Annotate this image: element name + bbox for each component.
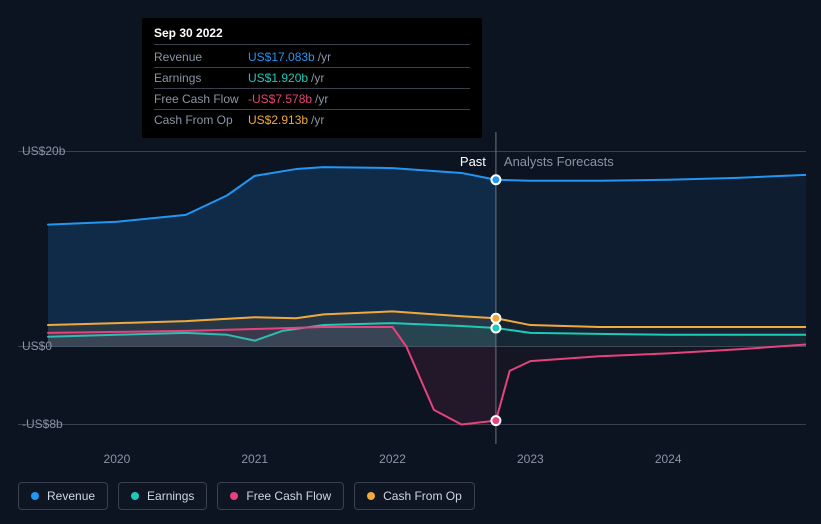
legend-item[interactable]: Earnings [118, 482, 207, 510]
tooltip-row-suffix: /yr [315, 92, 328, 106]
financials-chart[interactable]: Past Analysts Forecasts [18, 132, 806, 444]
tooltip-date: Sep 30 2022 [154, 26, 470, 45]
y-axis-label: -US$8b [22, 417, 63, 431]
hover-tooltip: Sep 30 2022 RevenueUS$17.083b/yrEarnings… [142, 18, 482, 138]
legend-item[interactable]: Cash From Op [354, 482, 475, 510]
legend-dot-icon [367, 492, 375, 500]
x-axis-label: 2020 [104, 452, 131, 466]
tooltip-row-label: Revenue [154, 50, 248, 64]
tooltip-row: EarningsUS$1.920b/yr [154, 68, 470, 89]
x-axis-label: 2024 [655, 452, 682, 466]
legend-item-label: Free Cash Flow [246, 489, 331, 503]
legend-dot-icon [31, 492, 39, 500]
legend-item[interactable]: Free Cash Flow [217, 482, 344, 510]
chart-svg [18, 132, 806, 444]
legend-dot-icon [131, 492, 139, 500]
chart-legend: Revenue Earnings Free Cash Flow Cash From O… [18, 482, 475, 510]
y-axis-label: US$20b [22, 144, 65, 158]
tooltip-row-label: Cash From Op [154, 113, 248, 127]
x-axis-label: 2021 [241, 452, 268, 466]
tooltip-row-value: US$17.083b [248, 50, 315, 64]
y-axis-label: US$0 [22, 339, 52, 353]
x-axis-label: 2022 [379, 452, 406, 466]
tooltip-row-label: Earnings [154, 71, 248, 85]
tooltip-row: Free Cash Flow-US$7.578b/yr [154, 89, 470, 110]
legend-dot-icon [230, 492, 238, 500]
tooltip-row-suffix: /yr [318, 50, 331, 64]
legend-item-label: Cash From Op [383, 489, 462, 503]
tooltip-row: RevenueUS$17.083b/yr [154, 47, 470, 68]
section-label-forecast: Analysts Forecasts [504, 154, 614, 169]
legend-item-label: Revenue [47, 489, 95, 503]
tooltip-row-label: Free Cash Flow [154, 92, 248, 106]
legend-item-label: Earnings [147, 489, 194, 503]
tooltip-row-value: -US$7.578b [248, 92, 312, 106]
tooltip-row: Cash From OpUS$2.913b/yr [154, 110, 470, 130]
legend-item[interactable]: Revenue [18, 482, 108, 510]
x-axis-label: 2023 [517, 452, 544, 466]
tooltip-row-value: US$1.920b [248, 71, 308, 85]
tooltip-row-suffix: /yr [311, 113, 324, 127]
section-label-past: Past [460, 154, 486, 169]
tooltip-row-value: US$2.913b [248, 113, 308, 127]
tooltip-row-suffix: /yr [311, 71, 324, 85]
